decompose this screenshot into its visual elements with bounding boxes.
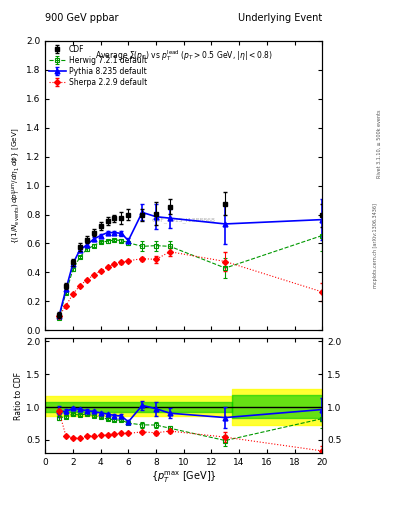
Text: Rivet 3.1.10, ≥ 500k events: Rivet 3.1.10, ≥ 500k events — [377, 109, 382, 178]
Text: mcplots.cern.ch [arXiv:1306.3436]: mcplots.cern.ch [arXiv:1306.3436] — [373, 203, 378, 288]
Y-axis label: Ratio to CDF: Ratio to CDF — [14, 372, 23, 419]
Text: 900 GeV ppbar: 900 GeV ppbar — [45, 13, 119, 23]
Text: Underlying Event: Underlying Event — [238, 13, 322, 23]
X-axis label: $\{p_T^\mathrm{max}$ [GeV]$\}$: $\{p_T^\mathrm{max}$ [GeV]$\}$ — [151, 470, 217, 485]
Text: Average $\Sigma(p_T)$ vs $p_T^\mathrm{lead}$ ($p_T > 0.5$ GeV, $|\eta| < 0.8$): Average $\Sigma(p_T)$ vs $p_T^\mathrm{le… — [95, 48, 272, 63]
Text: CDF_2015_I1388868: CDF_2015_I1388868 — [152, 218, 216, 223]
Legend: CDF, Herwig 7.2.1 default, Pythia 8.235 default, Sherpa 2.2.9 default: CDF, Herwig 7.2.1 default, Pythia 8.235 … — [48, 43, 149, 88]
Y-axis label: $\{(1/N_\mathrm{events})\, dp_T^\mathrm{sum}/d\eta_1\, d\phi\}$ [GeV]: $\{(1/N_\mathrm{events})\, dp_T^\mathrm{… — [11, 127, 23, 244]
